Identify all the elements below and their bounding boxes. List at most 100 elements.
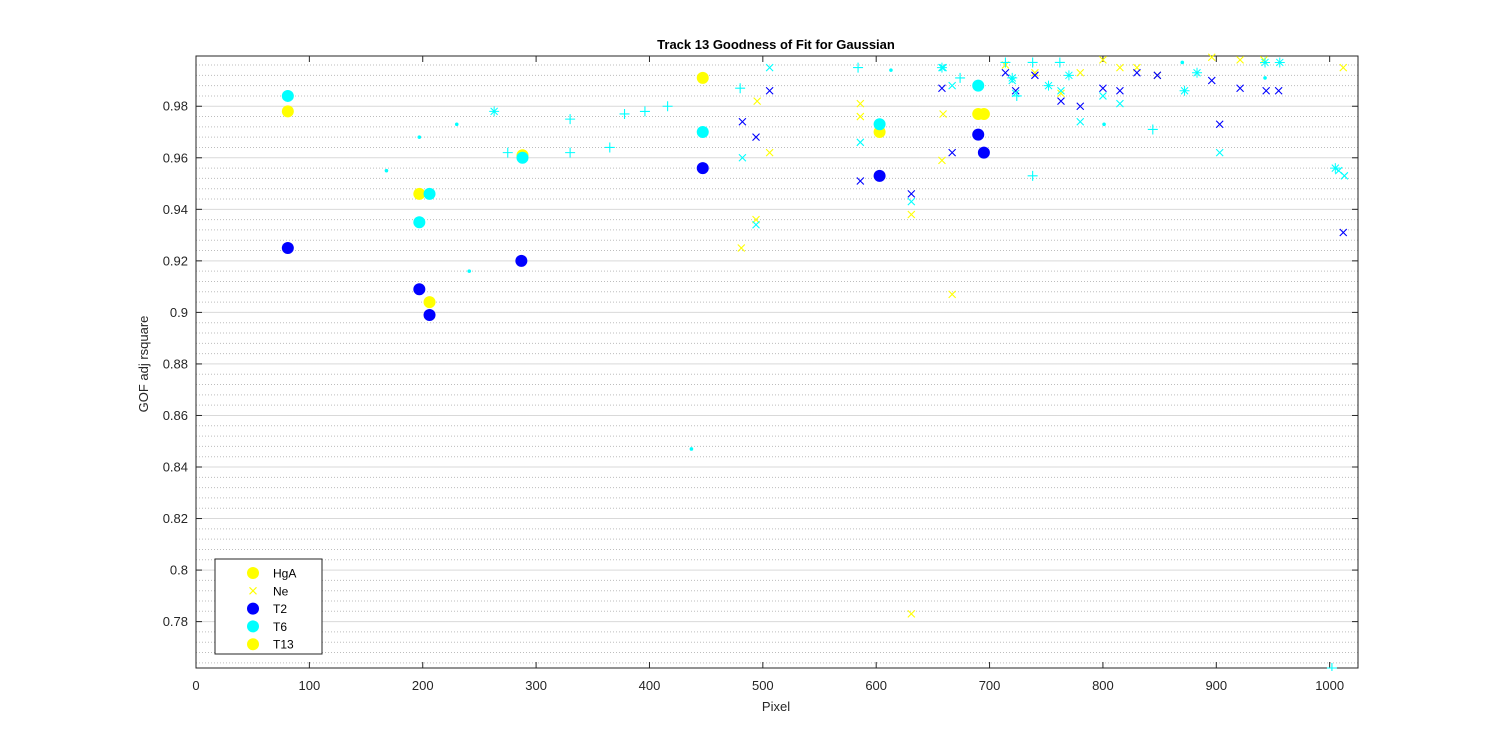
point-hga-dot (696, 71, 709, 84)
point-t6-plus (1054, 57, 1065, 68)
point-t2-x (1236, 84, 1244, 93)
x-tick-label: 100 (299, 678, 321, 693)
point-t6-plus (1027, 57, 1038, 68)
axes-box (195, 55, 1359, 669)
point-t6-point (467, 269, 472, 273)
point-hga-dot (413, 187, 426, 200)
x-axis-label: Pixel (762, 699, 790, 714)
point-ne-x (1057, 89, 1065, 98)
point-t6-dot (873, 118, 886, 131)
point-t6-x (1099, 92, 1107, 100)
point-t2-x (1031, 71, 1039, 80)
legend-label-t13: T13 (273, 638, 294, 652)
point-t6-plus (1326, 663, 1337, 671)
x-tick-label: 0 (192, 678, 199, 693)
point-t2-x (1011, 86, 1020, 95)
point-ne-x (1099, 55, 1107, 64)
point-t2-x (752, 133, 760, 142)
point-t6-star (1260, 57, 1271, 68)
point-t2-x (1153, 71, 1162, 80)
point-t6-point (1263, 76, 1267, 80)
point-t6-plus (619, 108, 630, 119)
x-tick-label: 500 (752, 678, 774, 693)
y-tick-label: 0.8 (170, 563, 188, 578)
point-t2-x (948, 148, 957, 157)
point-ne-x (753, 97, 762, 105)
point-ne-x (856, 99, 865, 108)
plot-area: 0.78 0.8 0.82 0.84 0.86 0.88 0.9 0.92 0.94 0.96 0.… (163, 53, 1359, 693)
legend-label-t6: T6 (273, 620, 287, 634)
point-t6-star (489, 106, 500, 117)
point-t6-dot (423, 187, 436, 200)
point-t6-x (1057, 86, 1065, 95)
y-tick-label: 0.88 (163, 356, 188, 371)
y-tick-label: 0.96 (163, 150, 188, 165)
point-t6-star (1330, 163, 1341, 174)
point-t6-star (1274, 57, 1285, 68)
point-t2-x (1099, 84, 1107, 93)
point-t6-plus (955, 72, 966, 83)
x-tick-label: 600 (865, 678, 887, 693)
legend-marker-t13 (247, 638, 259, 651)
point-t6-point (689, 447, 694, 451)
point-t6-point (417, 135, 422, 139)
y-tick-label: 0.98 (163, 99, 188, 114)
y-tick-label: 0.78 (163, 614, 188, 629)
point-t6-plus (639, 106, 650, 117)
point-ne-x (948, 290, 957, 299)
point-ne-x (1339, 63, 1348, 72)
point-t2-dot (423, 308, 436, 321)
point-t6-plus (565, 114, 576, 125)
legend-box (214, 558, 323, 655)
legend-marker-ne (249, 586, 257, 595)
legend-marker-t6 (247, 620, 259, 633)
point-ne-x (1031, 68, 1039, 77)
point-t2-x (738, 117, 747, 126)
point-t2-dot (873, 169, 886, 182)
point-t2-x (1207, 76, 1216, 85)
point-t2-x (1215, 120, 1224, 129)
point-t6-plus (1000, 57, 1011, 68)
point-t6-plus (853, 62, 864, 73)
point-ne-x (1116, 63, 1124, 72)
legend: HgA Ne T2 T6 T13 (214, 558, 323, 655)
point-t6-plus (1027, 170, 1038, 181)
point-t2-x (938, 84, 946, 93)
point-t6-x (1215, 148, 1224, 157)
point-t6-dot (516, 151, 529, 164)
legend-label-hga: HgA (273, 567, 296, 581)
point-t6-x (907, 197, 916, 206)
point-t6-x (1116, 99, 1124, 108)
x-tick-label: 700 (979, 678, 1001, 693)
point-t2-dot (696, 162, 709, 175)
point-t2-x (1001, 68, 1010, 77)
point-t6-star (1063, 70, 1074, 81)
point-t2-dot (413, 283, 426, 296)
point-t6-point (1180, 60, 1185, 65)
point-t6-plus (604, 142, 615, 153)
point-t6-x (948, 81, 957, 90)
y-tick-label: 0.92 (163, 253, 188, 268)
y-tick-label: 0.82 (163, 511, 188, 526)
point-t6-point (384, 168, 389, 173)
point-t6-plus (565, 147, 576, 158)
point-t6-star (1043, 80, 1054, 91)
point-ne-x (907, 609, 916, 618)
point-t6-star (1192, 67, 1203, 78)
point-t2-dot (515, 254, 528, 267)
point-ne-x (1236, 55, 1244, 64)
x-tick-label: 800 (1092, 678, 1114, 693)
legend-label-ne: Ne (273, 584, 289, 598)
legend-marker-hga (247, 567, 259, 579)
point-ne-x (1076, 68, 1085, 77)
x-tick-label: 900 (1205, 678, 1227, 693)
point-t6-star (1179, 85, 1190, 96)
point-t2-x (1262, 86, 1271, 95)
y-tick-label: 0.84 (163, 460, 188, 475)
point-t2-dot (972, 128, 985, 141)
point-t6-x (1076, 117, 1085, 126)
point-t6-plus (662, 101, 673, 112)
point-t6-star (1007, 72, 1018, 83)
point-t6-point (889, 68, 893, 72)
